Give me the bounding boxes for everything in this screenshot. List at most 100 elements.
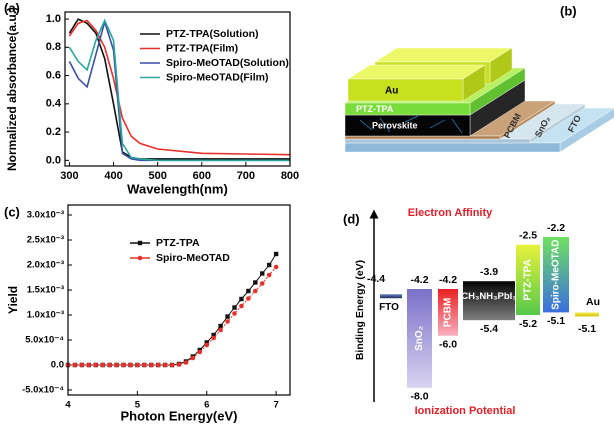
marker xyxy=(183,360,189,365)
sno2-layer-front xyxy=(344,138,531,144)
layer-label: Au xyxy=(385,86,398,97)
marker xyxy=(135,362,140,368)
top-label: Electron Affinity xyxy=(408,207,493,219)
panel-label: (c) xyxy=(4,204,20,219)
level-label: -2.2 xyxy=(547,222,565,234)
legend-label: PTZ-TPA(Film) xyxy=(166,42,238,54)
y-tick-label: 3.0x10⁻³ xyxy=(27,210,64,221)
series-line xyxy=(68,19,291,156)
marker xyxy=(204,340,209,345)
legend-label: Spiro-MeOTAD xyxy=(156,252,230,264)
level-label: -8.0 xyxy=(410,391,428,403)
energy-level xyxy=(575,312,599,317)
crack xyxy=(451,118,463,134)
x-tick-label: 600 xyxy=(193,170,211,182)
marker xyxy=(93,362,99,368)
bottom-label: Ionization Potential xyxy=(415,405,516,417)
pcbm-layer-front xyxy=(344,135,501,140)
y-tick-label: 0.0 xyxy=(51,360,64,371)
plot-frame xyxy=(67,204,291,396)
legend-label: PTZ-TPA xyxy=(156,237,200,249)
energy-band xyxy=(438,289,458,336)
layer-name: PTZ-TPA xyxy=(523,259,534,300)
series-line xyxy=(68,18,290,162)
marker xyxy=(239,296,244,302)
marker xyxy=(176,362,182,367)
x-tick-label: 7 xyxy=(273,400,278,411)
x-axis-label: Wavelength(nm) xyxy=(127,181,228,196)
x-tick-label: 5 xyxy=(135,400,141,411)
energy-level xyxy=(380,294,402,299)
x-tick-label: 700 xyxy=(237,170,255,182)
marker xyxy=(107,362,112,368)
layer-name: CH₃NH₃PbI₃ xyxy=(461,291,516,302)
y-tick-label: 1.5x10⁻³ xyxy=(27,285,64,296)
au-electrode-top xyxy=(347,64,486,80)
level-label: -5.1 xyxy=(578,323,596,335)
level-label: -4.2 xyxy=(410,274,428,286)
crack xyxy=(404,115,419,123)
marker xyxy=(218,323,223,329)
marker xyxy=(259,281,265,286)
marker xyxy=(211,335,216,341)
marker xyxy=(128,362,133,368)
marker xyxy=(100,362,105,368)
level-label: -5.4 xyxy=(480,323,498,335)
y-tick-label: -5.0x10⁻⁴ xyxy=(22,385,64,396)
y-axis-label: Normalized absorbance(a.u.) xyxy=(5,7,19,171)
au-electrode-top xyxy=(374,47,513,63)
series-line xyxy=(68,266,277,366)
marker xyxy=(190,355,196,361)
marker xyxy=(266,262,272,268)
marker xyxy=(232,305,237,310)
panel-label: (a) xyxy=(4,0,20,15)
marker xyxy=(169,362,175,368)
marker xyxy=(246,296,251,301)
x-tick-label: 800 xyxy=(281,170,299,182)
marker xyxy=(232,311,237,316)
crack xyxy=(379,117,391,133)
marker xyxy=(260,271,265,276)
level-label: -3.9 xyxy=(480,266,498,278)
level-label: -2.5 xyxy=(519,230,537,242)
layer-name: SnO₂ xyxy=(414,326,425,351)
marker xyxy=(155,362,161,368)
y-tick-label: 1.0 xyxy=(46,13,61,25)
layer-label: Perovskite xyxy=(372,120,418,130)
x-tick-label: 300 xyxy=(60,170,78,182)
marker xyxy=(225,319,230,324)
y-tick-label: 0.4 xyxy=(46,98,62,110)
crack xyxy=(359,119,373,131)
marker xyxy=(273,264,279,270)
marker xyxy=(225,314,230,319)
y-tick-label: 0.2 xyxy=(46,126,61,138)
ptz-layer-front xyxy=(344,102,471,116)
legend-marker xyxy=(137,240,143,246)
marker xyxy=(218,327,223,333)
marker xyxy=(121,362,126,368)
x-tick-label: 400 xyxy=(104,170,122,182)
layer-name: Spiro-MeOTAD xyxy=(551,240,562,310)
x-axis-label: Photon Energy(eV) xyxy=(120,408,237,423)
y-tick-label: 2.5x10⁻³ xyxy=(27,235,64,246)
energy-band xyxy=(516,244,540,315)
marker xyxy=(239,303,244,309)
x-tick-label: 500 xyxy=(148,170,166,182)
layer-name: PCBM xyxy=(443,298,454,327)
y-tick-label: 5.0x10⁻⁴ xyxy=(25,335,64,346)
marker xyxy=(162,362,168,368)
au-electrode-front xyxy=(347,78,464,102)
layer-name: FTO xyxy=(379,302,399,313)
marker xyxy=(273,251,279,257)
marker xyxy=(86,362,92,368)
series-line xyxy=(68,253,277,366)
y-tick-label: 1.0x10⁻³ xyxy=(27,310,64,321)
energy-band xyxy=(463,281,515,321)
x-tick-label: 6 xyxy=(204,400,209,411)
crack xyxy=(429,119,446,129)
level-label: -5.1 xyxy=(547,315,565,327)
marker xyxy=(114,362,119,368)
marker xyxy=(211,332,216,338)
energy-band xyxy=(543,237,569,313)
